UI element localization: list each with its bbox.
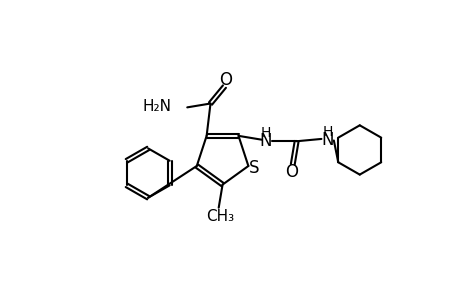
Text: CH₃: CH₃ (206, 209, 234, 224)
Text: N: N (321, 131, 333, 149)
Text: H₂N: H₂N (142, 99, 171, 114)
Text: H: H (260, 126, 270, 140)
Text: N: N (259, 132, 271, 150)
Text: O: O (219, 70, 232, 88)
Text: H: H (322, 125, 332, 139)
Text: O: O (284, 163, 297, 181)
Text: S: S (249, 158, 259, 176)
